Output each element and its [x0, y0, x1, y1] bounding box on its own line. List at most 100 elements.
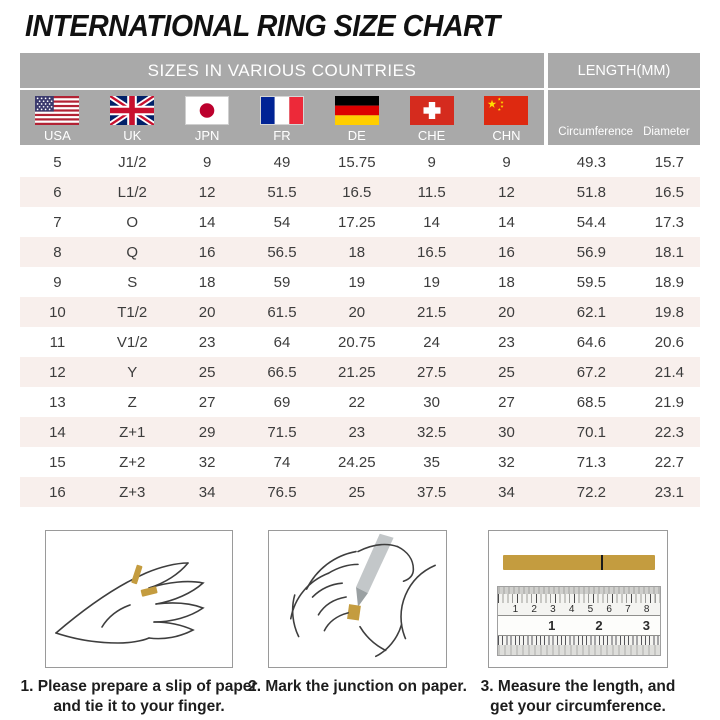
table-cell: 16: [49, 483, 66, 501]
table-cell: O: [126, 213, 139, 231]
table-cell: 19: [423, 273, 440, 291]
table-cell: 71.5: [267, 423, 297, 441]
table-cell: Y: [127, 363, 138, 381]
vertical-divider: [544, 90, 548, 145]
table-cell: 56.5: [267, 243, 297, 261]
table-cell: 27: [198, 393, 216, 411]
country-code-fr: FR: [273, 128, 291, 143]
table-cell: 25: [348, 483, 366, 501]
country-code-jpn: JPN: [194, 128, 220, 143]
table-body: 5 J1/2 9 49 15.75 9 9 49.3 15.7 6 L1/2 12 51.5 16.5 11…: [20, 147, 700, 507]
table-row: 11 V1/2 23 64 20.75 24 23 64.6 20.6: [20, 327, 700, 357]
table-cell: 56.9: [576, 243, 606, 261]
table-cell: 14: [198, 213, 216, 231]
table-cell: 25: [198, 363, 216, 381]
usa-flag-icon: [35, 96, 80, 125]
ring-size-table: SIZES IN VARIOUS COUNTRIES LENGTH(MM): [20, 53, 700, 507]
table-cell: 27.5: [417, 363, 447, 381]
table-cell: 21.9: [654, 393, 684, 411]
table-cell: 18.9: [654, 273, 684, 291]
table-cell: 15.75: [338, 153, 376, 171]
table-cell: 21.25: [338, 363, 376, 381]
table-cell: 29: [198, 423, 216, 441]
measuring-instructions: 1. Please prepare a slip of paper and ti…: [0, 530, 720, 717]
table-cell: 23: [498, 333, 515, 351]
table-cell: 32: [498, 453, 515, 471]
table-row: 14 Z+1 29 71.5 23 32.5 30 70.1 22.3: [20, 417, 700, 447]
china-flag-icon: [484, 96, 529, 125]
header-length-mm: LENGTH(MM): [548, 53, 700, 88]
table-cell: 51.8: [576, 183, 606, 201]
table-cell: T1/2: [117, 303, 148, 321]
header-sizes-in-various-countries: SIZES IN VARIOUS COUNTRIES: [20, 53, 544, 88]
country-column-fr: FR: [245, 90, 320, 145]
table-cell: 71.3: [576, 453, 606, 471]
table-cell: 22.7: [654, 453, 684, 471]
horizontal-divider: [20, 145, 700, 147]
ruler-inch-numbers: 1 2 3: [498, 616, 660, 635]
ruler-illustration: 1 2 3 4 5 6 7 8 1 2 3: [488, 530, 668, 668]
table-cell: 14: [49, 423, 66, 441]
table-cell: 20: [198, 303, 216, 321]
table-cell: 16: [498, 243, 515, 261]
pen-mark: [601, 555, 603, 570]
table-cell: J1/2: [118, 153, 147, 171]
table-cell: 17.3: [654, 213, 684, 231]
country-code-chn: CHN: [492, 128, 521, 143]
instruction-caption-1: 1. Please prepare a slip of paper and ti…: [20, 678, 258, 715]
country-code-de: DE: [347, 128, 366, 143]
horizontal-divider: [20, 88, 700, 90]
instruction-caption-2: 2. Mark the junction on paper.: [248, 678, 467, 695]
table-cell: 30: [498, 423, 515, 441]
table-cell: L1/2: [117, 183, 147, 201]
table-cell: Z: [127, 393, 137, 411]
table-cell: 23: [198, 333, 216, 351]
table-row: 12 Y 25 66.5 21.25 27.5 25 67.2 21.4: [20, 357, 700, 387]
table-cell: 24.25: [338, 453, 376, 471]
table-cell: 22: [348, 393, 366, 411]
table-cell: 18: [348, 243, 366, 261]
table-cell: 20: [498, 303, 515, 321]
circumference-column-header: Circumference: [558, 126, 634, 138]
country-code-che: CHE: [417, 128, 446, 143]
table-cell: 27: [498, 393, 515, 411]
table-cell: 76.5: [267, 483, 297, 501]
table-cell: 9: [502, 153, 511, 171]
table-cell: 12: [498, 183, 515, 201]
country-column-de: DE: [319, 90, 394, 145]
table-cell: 24: [423, 333, 440, 351]
table-row: 6 L1/2 12 51.5 16.5 11.5 12 51.8 16.5: [20, 177, 700, 207]
table-cell: 34: [198, 483, 216, 501]
page-title: INTERNATIONAL RING SIZE CHART: [25, 8, 500, 43]
table-cell: 19: [348, 273, 366, 291]
ruler-foot: [498, 645, 660, 655]
germany-flag-icon: [334, 96, 379, 125]
table-cell: Z+2: [119, 453, 146, 471]
table-cell: 25: [498, 363, 515, 381]
table-cell: Q: [126, 243, 139, 261]
table-cell: 20.75: [338, 333, 376, 351]
table-cell: 21.5: [417, 303, 447, 321]
table-cell: 20: [348, 303, 366, 321]
table-row: 8 Q 16 56.5 18 16.5 16 56.9 18.1: [20, 237, 700, 267]
table-cell: 64: [273, 333, 291, 351]
table-cell: 59: [273, 273, 291, 291]
table-cell: 30: [423, 393, 440, 411]
table-cell: 23.1: [654, 483, 684, 501]
table-row: 16 Z+3 34 76.5 25 37.5 34 72.2 23.1: [20, 477, 700, 507]
table-cell: 67.2: [576, 363, 606, 381]
country-column-uk: UK: [95, 90, 170, 145]
table-cell: 74: [273, 453, 291, 471]
instruction-step-1: 1. Please prepare a slip of paper and ti…: [21, 530, 257, 717]
table-cell: 34: [498, 483, 515, 501]
table-cell: 66.5: [267, 363, 297, 381]
table-row: 5 J1/2 9 49 15.75 9 9 49.3 15.7: [20, 147, 700, 177]
uk-flag-icon: [110, 96, 155, 125]
table-cell: 10: [49, 303, 66, 321]
table-cell: Z+3: [119, 483, 146, 501]
table-cell: 49.3: [576, 153, 606, 171]
table-cell: 14: [498, 213, 515, 231]
ruler-edge: [498, 587, 660, 594]
table-cell: 12: [198, 183, 216, 201]
